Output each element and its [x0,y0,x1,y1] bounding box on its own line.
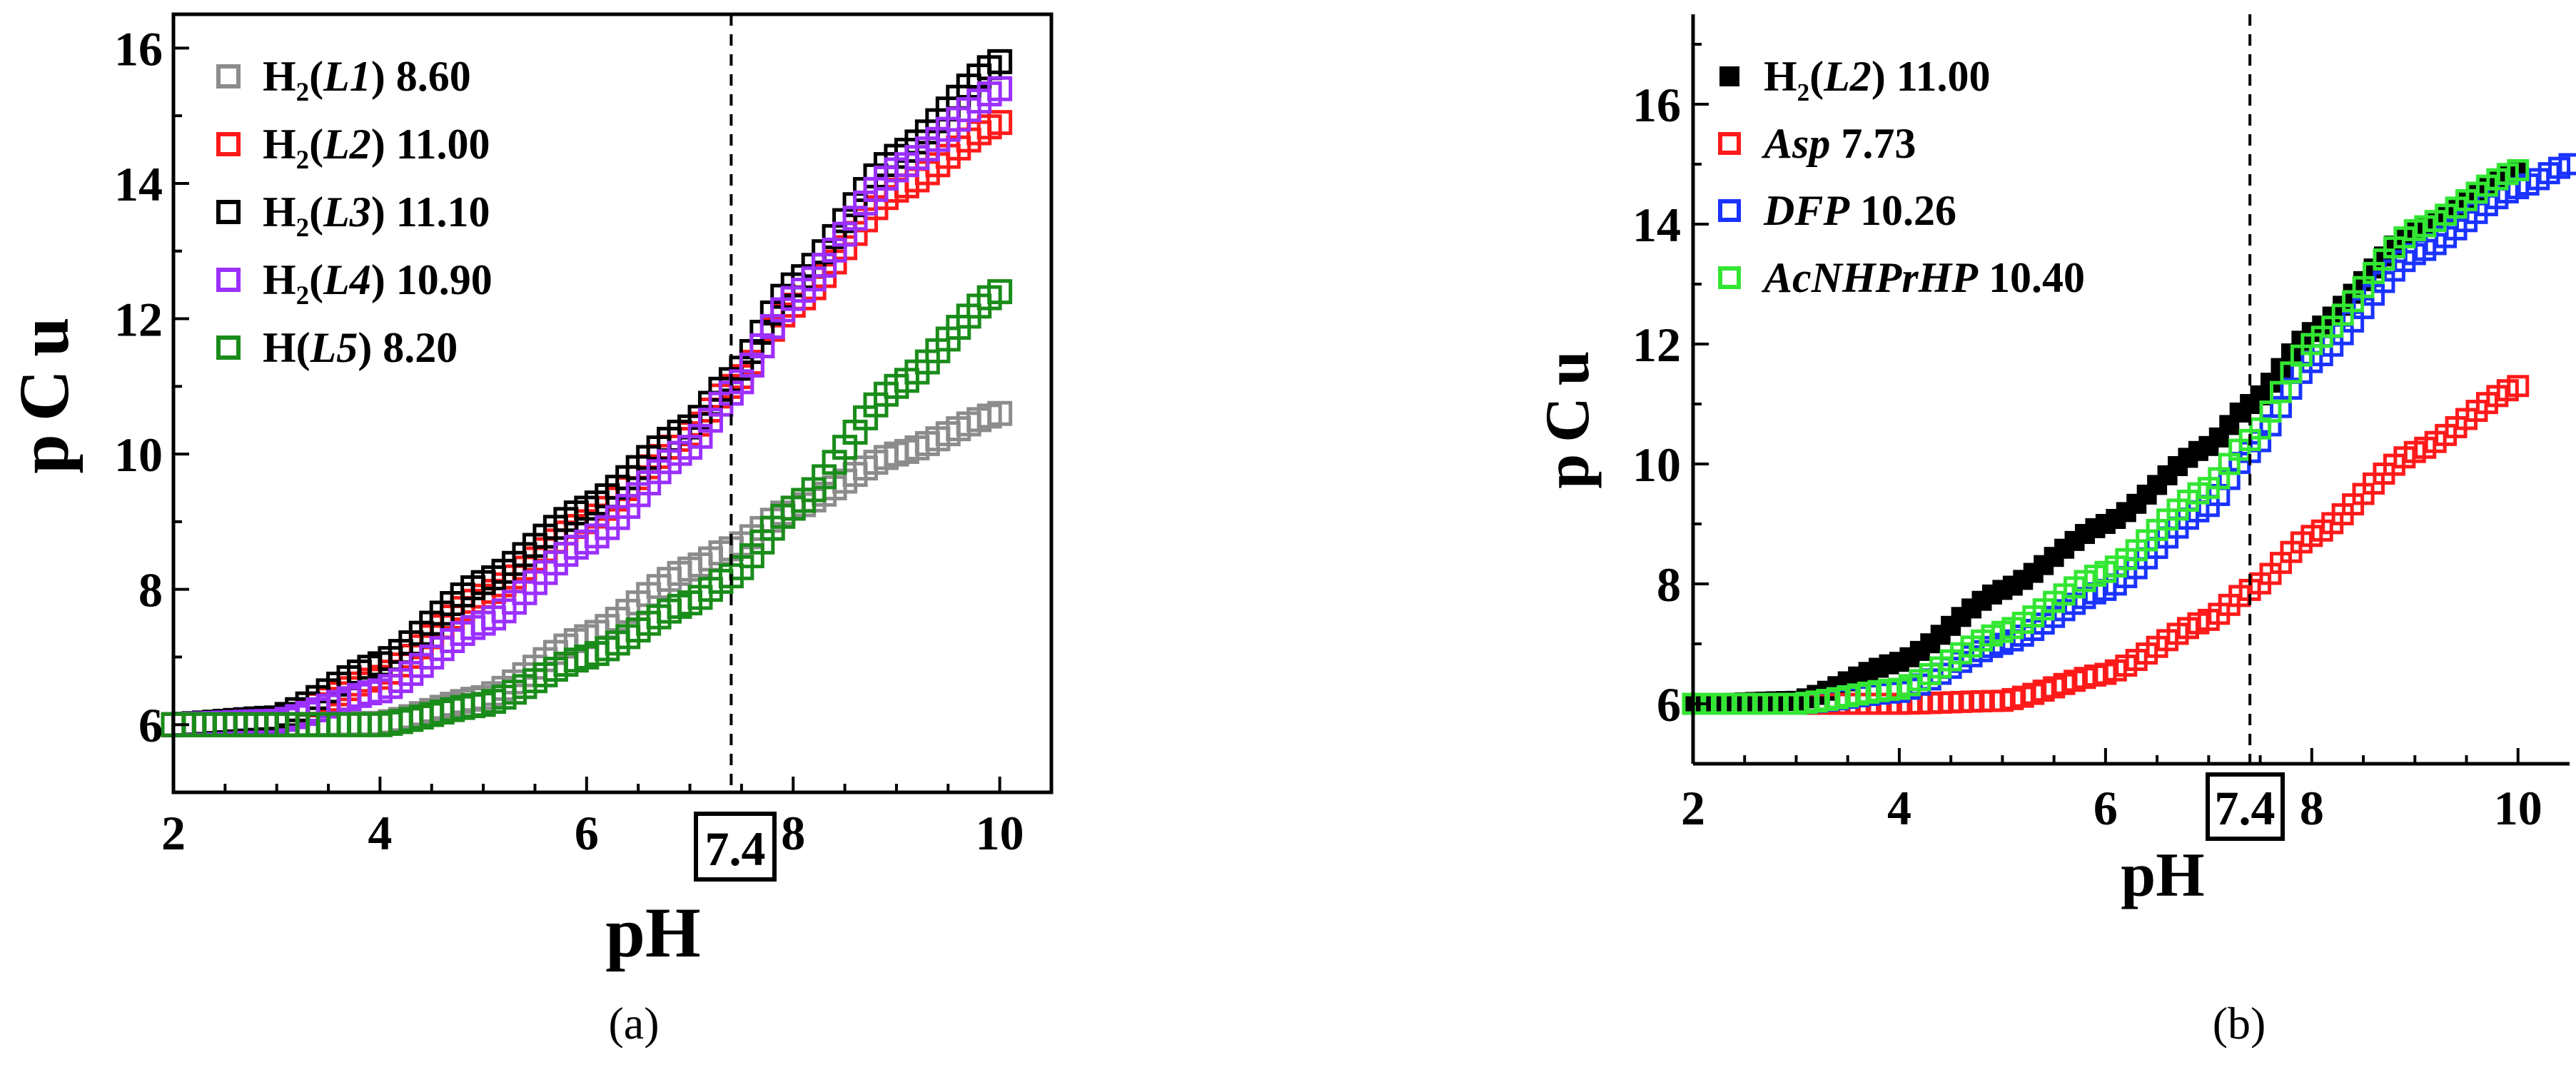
panel-a-points [161,49,1013,737]
panel-b-legend-item: AcNHPrHP 10.40 [1718,254,2085,301]
panel-b-caption: (b) [2213,998,2266,1049]
legend-label: Asp 7.73 [1761,120,1916,167]
panel-b-x-tick-label: 4 [1887,781,1911,835]
legend-marker [216,200,241,224]
panel-b-legend: H2(L2) 11.00 Asp 7.73 DFP 10.26 AcNHPrHP 10… [1718,53,2085,301]
panel-a-x-tick-label: 10 [976,806,1024,860]
legend-label: H(L5) 8.20 [263,324,458,371]
data-point [2558,153,2576,176]
panel-a-caption: (a) [608,998,659,1049]
panel-b-chart: 2 4 6 8 10 6 8 10 12 14 16 7.4 pH pCu H2(L2) 11.0… [1533,14,2576,1049]
legend-marker [216,132,241,156]
panel-a-legend: H2(L1) 8.60 H2(L2) 11.00 H2(L3) 11.10 H2(L4… [216,53,493,371]
panel-a-x-tick-label: 2 [161,806,186,860]
data-point [987,400,1013,426]
panel-a-y-tick-labels: 6 8 10 12 14 16 [114,21,163,752]
legend-label: DFP 10.26 [1763,187,1956,234]
panel-a-plot-frame [171,12,1054,794]
panel-b-y-tick-label: 6 [1657,677,1681,732]
panel-a-ref-marker-label: 7.4 [705,822,766,876]
legend-label: AcNHPrHP 10.40 [1761,254,2085,301]
panel-a-legend-item: H2(L2) 11.00 [216,121,490,175]
panel-b-legend-item: H2(L2) 11.00 [1719,53,1991,106]
panel-a-y-tick-label: 6 [138,698,163,752]
data-point [2269,380,2292,403]
legend-marker [1719,66,1739,86]
data-point [2507,375,2530,398]
legend-label: H2(L1) 8.60 [263,53,471,107]
panel-b-ticks [1692,43,2520,764]
panel-b-x-tick-label: 8 [2300,781,2324,835]
panel-b-y-tick-label: 10 [1632,438,1681,492]
panel-a-chart: 2 4 6 8 10 6 8 10 12 14 16 7.4 pH pCu H2(L1) 8.60… [4,12,1054,1049]
panel-a-y-tick-label: 12 [114,293,163,347]
panel-a-series-H(L5) [161,279,1013,737]
panel-b-ref-marker-label: 7.4 [2215,781,2276,835]
legend-label: H2(L3) 11.10 [263,188,490,243]
panel-b-x-tick-label: 10 [2494,781,2542,835]
legend-marker [216,268,241,292]
panel-b-y-tick-label: 8 [1657,557,1681,612]
panel-b-series-Asp [1682,375,2530,715]
panel-b-series-AcNHPrHP [1682,158,2530,715]
panel-b-y-tick-label: 12 [1632,318,1681,372]
panel-b-y-tick-label: 16 [1632,78,1681,132]
panel-b-points [1682,153,2576,715]
panel-b-y-tick-labels: 6 8 10 12 14 16 [1632,78,1681,732]
legend-marker [1718,132,1741,155]
panel-b-y-tick-label: 14 [1632,198,1681,252]
panel-a-series-H2(L1) [161,400,1013,737]
panel-a-ref-marker: 7.4 [694,812,777,882]
data-point [987,279,1013,305]
panel-b-y-axis-title: pCu [1533,339,1602,488]
legend-label: H2(L2) 11.00 [1764,53,1991,106]
panel-a-y-tick-label: 16 [114,21,163,76]
data-point [987,76,1013,101]
data-point [987,110,1013,136]
panel-a-x-tick-label: 8 [781,806,805,860]
data-point [987,49,1013,74]
panel-a-legend-item: H2(L1) 8.60 [216,53,471,107]
panel-a-legend-item: H(L5) 8.20 [216,324,458,371]
legend-marker [1718,266,1741,289]
panel-b-x-tick-label: 2 [1681,781,1705,835]
panel-a-x-tick-label: 4 [368,806,392,860]
panel-a-ticks [172,46,1001,792]
panel-b-legend-item: DFP 10.26 [1718,187,1956,234]
panel-a-x-tick-labels: 2 4 6 8 10 [161,806,1024,860]
panel-b-legend-item: Asp 7.73 [1718,120,1916,167]
data-point [2507,158,2530,181]
panel-b-x-tick-label: 6 [2093,781,2118,835]
panel-b-x-axis-title: pH [2121,841,2204,910]
panel-a-x-axis-title: pH [605,893,700,972]
data-point [2259,400,2282,423]
legend-label: H2(L4) 10.90 [263,256,493,311]
panel-a-y-axis-title: pCu [4,304,84,473]
panel-a-y-tick-label: 14 [114,157,163,211]
panel-b-axes [1691,14,2570,766]
panel-a-legend-item: H2(L3) 11.10 [216,188,490,243]
data-point [2219,415,2240,435]
legend-marker [216,64,241,89]
legend-label: H2(L2) 11.00 [263,121,490,175]
panel-b-ref-marker: 7.4 [2206,772,2285,841]
panel-a-x-tick-label: 6 [575,806,599,860]
panel-a-y-tick-label: 8 [138,563,163,617]
panel-a-legend-item: H2(L4) 10.90 [216,256,493,311]
legend-marker [1718,199,1741,222]
panel-a-y-tick-label: 10 [114,428,163,482]
panel-b-x-tick-labels: 2 4 6 8 10 [1681,781,2542,835]
legend-marker [216,335,241,360]
